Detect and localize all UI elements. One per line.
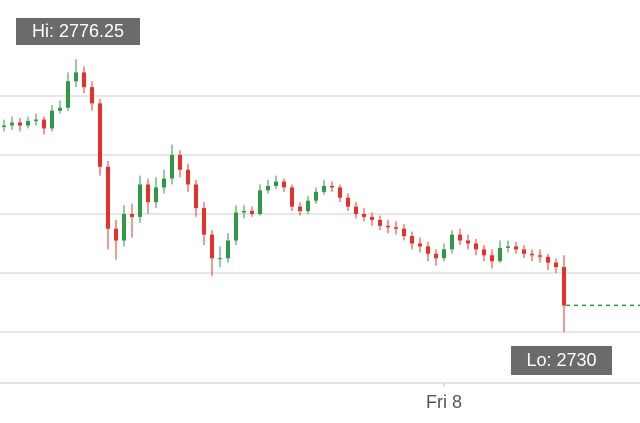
candle-body	[506, 246, 510, 248]
candle-body	[130, 213, 134, 217]
candle-body	[258, 190, 262, 214]
candle-body	[338, 187, 342, 198]
lo-box	[511, 346, 612, 375]
candle-body	[490, 255, 494, 262]
candle-body	[106, 166, 110, 229]
candle-body	[434, 253, 438, 259]
plot: Fri 8	[0, 59, 640, 412]
candle-body	[330, 185, 334, 188]
candle-body	[298, 206, 302, 212]
candle-body	[66, 81, 70, 108]
candle-body	[554, 262, 558, 268]
candle-body	[218, 258, 222, 260]
candle-body	[50, 110, 54, 129]
candle-body	[10, 122, 14, 126]
candle-body	[194, 184, 198, 209]
candle-body	[226, 240, 230, 259]
candle-body	[58, 107, 62, 111]
candle-body	[482, 249, 486, 256]
x-tick-label: Fri 8	[426, 392, 462, 412]
hi-label: Hi: 2776.25	[32, 21, 124, 41]
candle-body	[362, 213, 366, 217]
candle-body	[90, 87, 94, 104]
candle-body	[394, 227, 398, 229]
candle-body	[450, 234, 454, 250]
candle-body	[378, 219, 382, 226]
candle-body	[290, 187, 294, 207]
candle-body	[538, 255, 542, 257]
candle-body	[466, 240, 470, 244]
candle-body	[234, 212, 238, 241]
candle-body	[354, 206, 358, 214]
candle-body	[18, 122, 22, 126]
candle-body	[458, 234, 462, 241]
candle-body	[250, 211, 254, 214]
candle-body	[154, 187, 158, 203]
candle-body	[170, 154, 174, 179]
candle-body	[402, 228, 406, 237]
candle-body	[186, 169, 190, 185]
candle-body	[474, 243, 478, 250]
candle-body	[210, 234, 214, 259]
candle-body	[370, 216, 374, 220]
candle-body	[562, 267, 566, 306]
candle-body	[178, 154, 182, 170]
candle-body	[322, 185, 326, 192]
candle-body	[26, 121, 30, 126]
candle-body	[514, 246, 518, 250]
lo-label: Lo: 2730	[526, 350, 596, 370]
candle-body	[530, 253, 534, 256]
candle-body	[114, 228, 118, 241]
candle-body	[202, 208, 206, 235]
candle-body	[426, 246, 430, 254]
candle-body	[498, 247, 502, 262]
candle-body	[146, 184, 150, 203]
candle-body	[82, 72, 86, 88]
candle-body	[546, 256, 550, 263]
hi-box	[16, 18, 140, 45]
candle-body	[386, 225, 390, 228]
candle-body	[282, 181, 286, 188]
candle-body	[306, 200, 310, 212]
candle-body	[242, 211, 246, 213]
candle-body	[34, 119, 38, 122]
candle-body	[442, 249, 446, 259]
candle-body	[314, 191, 318, 201]
candle-body	[122, 213, 126, 241]
candle-body	[138, 184, 142, 217]
candle-body	[418, 243, 422, 247]
candle-body	[2, 125, 6, 127]
candle-body	[346, 197, 350, 207]
candle-body	[274, 181, 278, 186]
candle-body	[266, 185, 270, 191]
candle-body	[162, 178, 166, 188]
candle-body	[522, 249, 526, 254]
candle-body	[98, 103, 102, 167]
candle-body	[410, 236, 414, 244]
candle-body	[42, 119, 46, 129]
candle-body	[74, 72, 78, 82]
